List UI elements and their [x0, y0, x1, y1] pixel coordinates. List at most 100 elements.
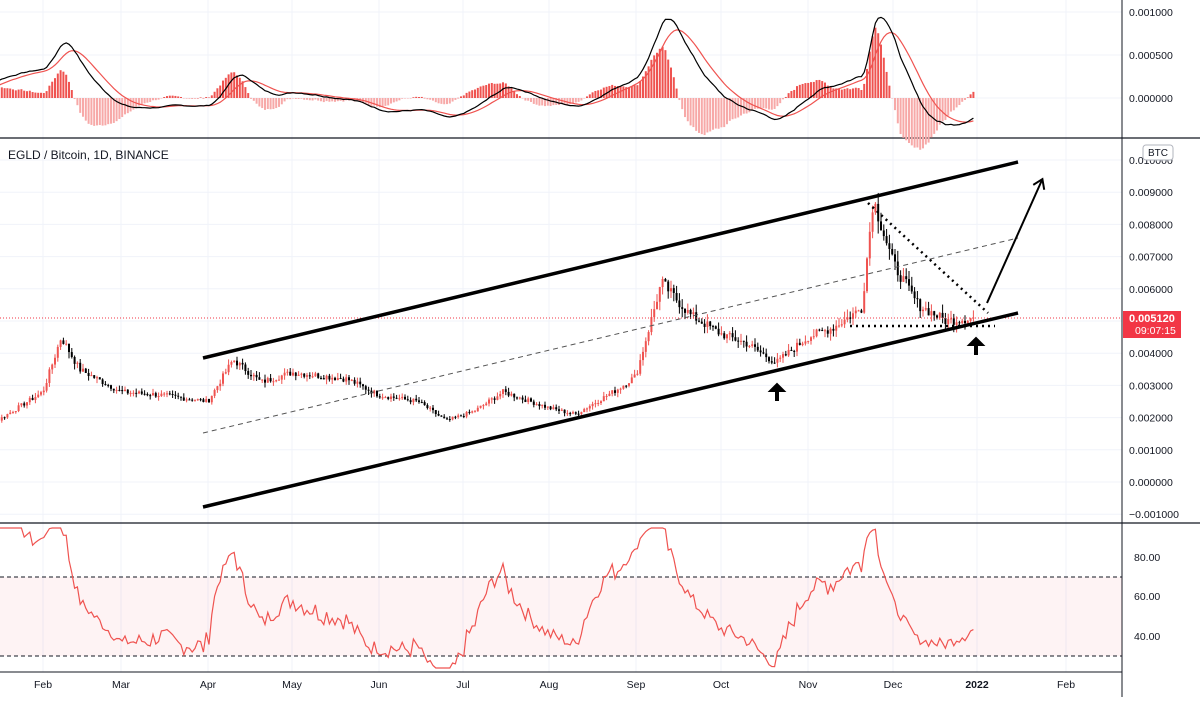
channel-upper-line[interactable] [202, 160, 1019, 360]
candle-body [863, 291, 866, 313]
macd-hist-bar [336, 98, 339, 102]
macd-hist-bar [244, 87, 247, 98]
triangle-upper-dotted[interactable] [867, 202, 989, 314]
candle-body [230, 362, 233, 365]
candle-body [59, 340, 62, 347]
candle-body [311, 376, 314, 378]
macd-hist-bar [303, 98, 306, 100]
channel-lower-line[interactable] [202, 311, 1019, 509]
macd-hist-bar [446, 98, 448, 105]
macd-hist-bar [205, 97, 208, 98]
breakout-arrow[interactable] [986, 177, 1046, 304]
candle-body [622, 385, 625, 389]
macd-hist-bar [807, 82, 810, 98]
currency-badge[interactable]: BTC [1142, 144, 1174, 161]
channel-mid-line[interactable] [202, 237, 1019, 434]
candle-body [513, 393, 516, 398]
candle-body [854, 310, 857, 314]
candle-body [667, 281, 670, 292]
candle-body [586, 408, 588, 410]
macd-hist-bar [754, 98, 756, 109]
macd-hist-bar [188, 98, 191, 99]
candle-body [373, 390, 376, 394]
candle-body [507, 391, 510, 396]
macd-hist-bar [955, 98, 958, 108]
macd-hist-bar [510, 88, 513, 98]
macd-hist-bar [62, 71, 65, 98]
candle-body [787, 349, 790, 356]
macd-hist-bar [933, 98, 936, 134]
time-tick-label: Jun [371, 679, 388, 691]
macd-hist-bar [40, 92, 42, 98]
candle-body [888, 243, 891, 249]
macd-hist-bar [59, 70, 62, 98]
macd-hist-bar [555, 98, 558, 105]
candle-body [182, 397, 185, 401]
macd-hist-bar [941, 98, 944, 122]
candle-body [252, 374, 255, 377]
macd-hist-bar [451, 98, 454, 102]
candle-body [45, 383, 48, 391]
macd-hist-bar [471, 90, 474, 98]
time-scale[interactable]: Feb Mar Apr May Jun Jul Aug Sep Oct Nov Dec 2022 Feb [34, 679, 1075, 691]
macd-hist-bar [3, 88, 6, 98]
candle-body [118, 389, 121, 391]
time-tick-label: May [282, 679, 303, 691]
candle-body [222, 373, 224, 384]
macd-hist-bar [737, 98, 740, 118]
candle-body [412, 398, 415, 403]
candle-body [485, 403, 488, 406]
macd-hist-bar [793, 89, 796, 98]
macd-hist-bar [370, 98, 373, 107]
macd-hist-bar [289, 98, 292, 100]
macd-hist-bar [681, 98, 684, 110]
macd-hist-bar [877, 33, 880, 99]
macd-hist-bar [79, 98, 82, 113]
candle-body [325, 375, 328, 380]
candle-body [852, 313, 854, 319]
macd-hist-bar [504, 83, 507, 98]
macd-hist-bar [675, 88, 678, 98]
macd-hist-bar [82, 98, 84, 117]
macd-hist-bar [630, 86, 633, 98]
candle-body [779, 357, 782, 359]
macd-hist-bar [507, 86, 510, 98]
up-arrow-icon [966, 336, 986, 355]
macd-hist-bar [339, 98, 342, 101]
macd-hist-bar [264, 98, 266, 110]
macd-hist-bar [196, 97, 199, 99]
candle-body [451, 416, 454, 420]
macd-hist-bar [404, 98, 406, 99]
candle-body [796, 342, 798, 352]
macd-hist-bar [614, 85, 616, 98]
candle-body [684, 308, 686, 313]
candle-body [479, 405, 482, 408]
candle-body [857, 310, 860, 312]
macd-hist-bar [166, 96, 168, 98]
macd-hist-bar [454, 98, 457, 100]
candle-body [518, 397, 521, 399]
candle-body [434, 410, 437, 414]
macd-hist-bar [390, 98, 392, 104]
rsi-band-fill [0, 577, 1122, 656]
macd-hist-bar [322, 98, 325, 103]
candle-body [454, 416, 457, 418]
candle-body [728, 333, 731, 335]
macd-hist-bar [14, 90, 17, 98]
macd-hist-bar [636, 85, 639, 98]
drawings[interactable] [202, 160, 1046, 509]
macd-hist-bar [104, 98, 107, 126]
candle-body [432, 407, 434, 411]
candle-body [51, 364, 54, 370]
candle-body [558, 409, 560, 411]
macd-hist-bar [930, 98, 933, 138]
candle-body [3, 417, 6, 419]
macd-hist-bar [468, 91, 471, 98]
chart-legend[interactable]: EGLD / Bitcoin, 1D, BINANCE [8, 148, 169, 162]
candle-body [73, 356, 76, 364]
candle-body [62, 340, 65, 344]
candle-body [194, 400, 196, 402]
macd-hist-bar [964, 98, 966, 100]
